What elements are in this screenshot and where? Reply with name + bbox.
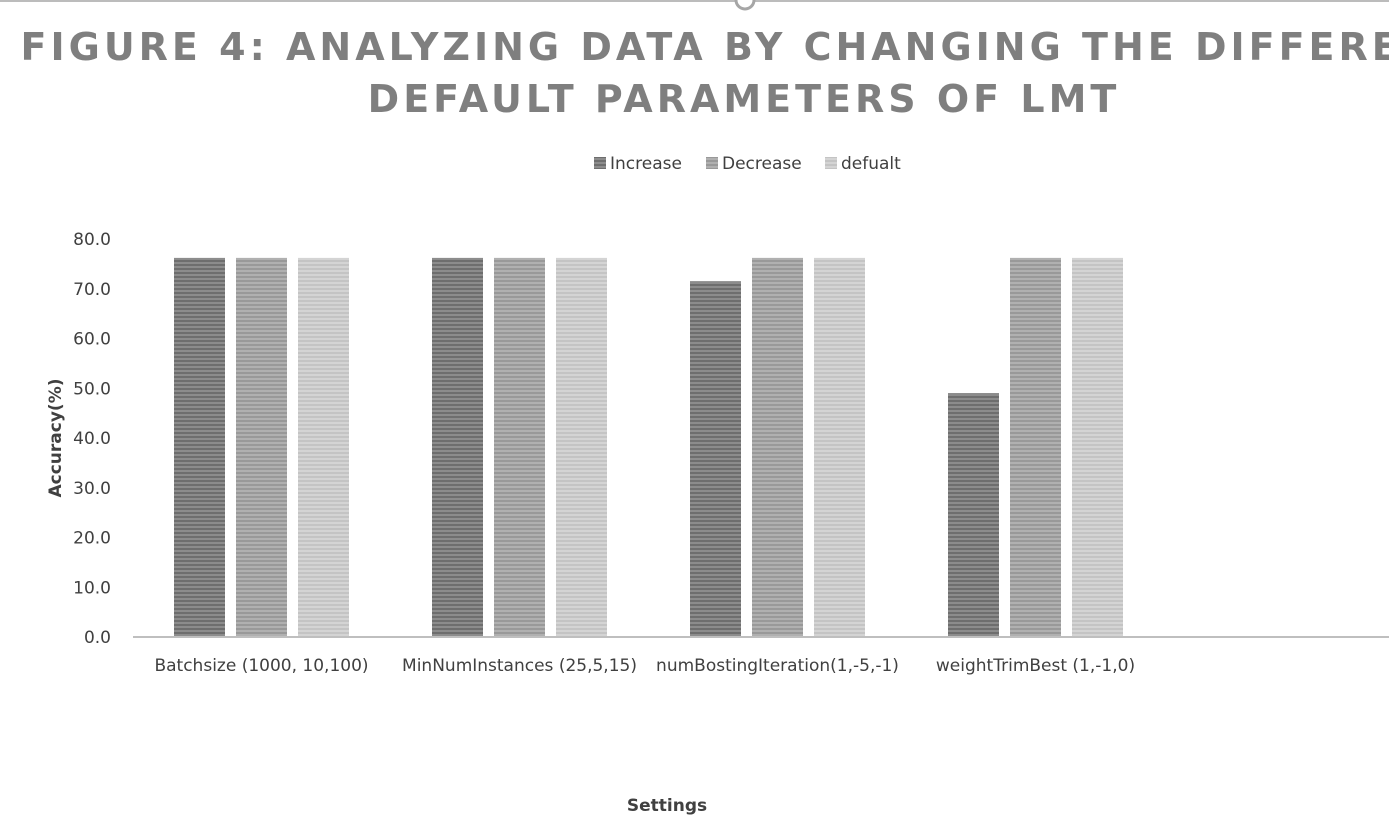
bar-decrease: [1010, 257, 1061, 637]
bar-increase: [174, 257, 225, 637]
legend-label-defualt: defualt: [841, 154, 901, 174]
bar-increase: [948, 393, 999, 637]
bar-defualt: [298, 257, 349, 637]
bar-increase: [690, 281, 741, 637]
y-tick-label: 0.0: [84, 628, 111, 648]
y-axis-ticks: 0.0 10.0 20.0 30.0 40.0 50.0 60.0 70.0 80.0: [73, 230, 111, 648]
category-label: MinNumInstances (25,5,15): [402, 656, 637, 676]
bar-defualt: [556, 257, 607, 637]
legend-swatch-defualt: [825, 157, 837, 169]
chart-handle: [734, 0, 756, 11]
category-label: numBostingIteration(1,-5,-1): [656, 656, 899, 676]
y-tick-label: 40.0: [73, 429, 111, 449]
legend-label-decrease: Decrease: [722, 154, 802, 174]
y-tick-label: 70.0: [73, 280, 111, 300]
category-label: Batchsize (1000, 10,100): [154, 656, 368, 676]
bar-defualt: [1072, 257, 1123, 637]
y-tick-label: 50.0: [73, 379, 111, 399]
y-tick-label: 60.0: [73, 330, 111, 350]
y-axis-title: Accuracy(%): [46, 379, 66, 498]
bar-decrease: [752, 257, 803, 637]
y-tick-label: 10.0: [73, 578, 111, 598]
bar-defualt: [814, 257, 865, 637]
bars: [174, 257, 1123, 637]
y-tick-label: 30.0: [73, 479, 111, 499]
legend-swatch-decrease: [706, 157, 718, 169]
category-label: weightTrimBest (1,-1,0): [936, 656, 1135, 676]
y-tick-label: 80.0: [73, 230, 111, 250]
y-tick-label: 20.0: [73, 529, 111, 549]
chart-title-line-1: FIGURE 4: ANALYZING DATA BY CHANGING THE…: [21, 25, 1389, 69]
x-axis-title: Settings: [627, 796, 707, 816]
bar-increase: [432, 257, 483, 637]
legend: Increase Decrease defualt: [594, 154, 901, 174]
bar-decrease: [494, 257, 545, 637]
chart-title-line-2: DEFAULT PARAMETERS OF LMT: [368, 77, 1121, 121]
legend-swatch-increase: [594, 157, 606, 169]
legend-label-increase: Increase: [610, 154, 682, 174]
bar-decrease: [236, 257, 287, 637]
category-labels: Batchsize (1000, 10,100) MinNumInstances …: [154, 656, 1135, 676]
